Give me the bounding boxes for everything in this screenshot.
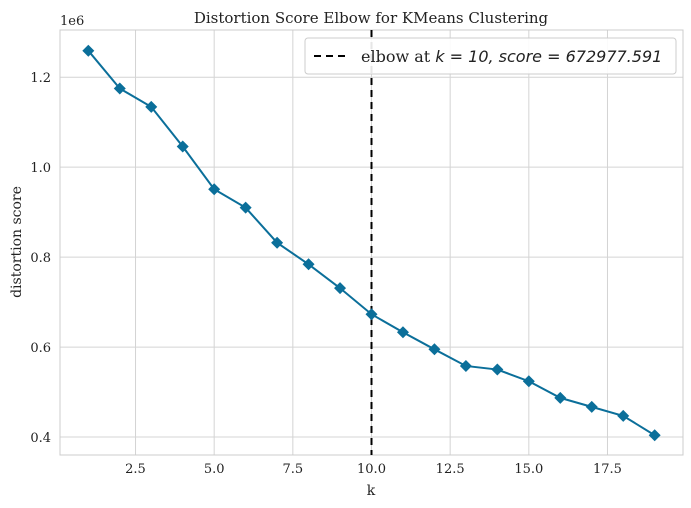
data-point-marker [396,326,409,339]
y-axis-label: distortion score [9,186,25,298]
legend-label: elbow at k = 10, score = 672977.591 [361,47,662,66]
data-point-marker [176,140,189,153]
data-point-marker [334,282,347,295]
data-markers [82,44,661,442]
data-point-marker [617,409,630,422]
data-point-marker [302,258,315,271]
x-axis-label: k [367,483,376,499]
x-tick-label: 7.5 [282,462,303,477]
x-tick-label: 17.5 [593,462,622,477]
legend-label-math: k = 10, score = 672977.591 [435,47,662,66]
data-point-marker [208,183,221,196]
data-point-marker [491,363,504,376]
data-point-marker [145,100,158,113]
x-tick-label: 12.5 [436,462,465,477]
data-point-marker [554,391,567,404]
y-tick-label: 0.4 [30,431,51,446]
y-tick-labels: 0.4 0.6 0.8 1.0 1.2 [30,71,51,446]
legend-label-prefix: elbow at [361,47,435,66]
x-tick-label: 15.0 [514,462,543,477]
data-point-marker [82,44,95,57]
x-tick-labels: 2.5 5.0 7.5 10.0 12.5 15.0 17.5 [125,462,622,477]
legend: elbow at k = 10, score = 672977.591 [304,37,677,75]
x-tick-label: 5.0 [204,462,225,477]
y-tick-label: 1.2 [30,71,51,86]
data-point-marker [239,201,252,214]
y-tick-label: 0.6 [30,341,51,356]
data-point-marker [113,82,126,95]
data-point-marker [365,308,378,321]
data-point-marker [522,375,535,388]
x-tick-label: 10.0 [357,462,386,477]
data-point-marker [428,343,441,356]
chart-title: Distortion Score Elbow for KMeans Cluste… [194,9,549,27]
data-point-marker [648,429,661,442]
data-point-marker [459,359,472,372]
y-offset-label: 1e6 [60,14,84,29]
y-tick-label: 1.0 [30,161,51,176]
legend-box [304,37,677,75]
data-point-marker [585,400,598,413]
x-tick-label: 2.5 [125,462,146,477]
data-point-marker [271,236,284,249]
y-tick-label: 0.8 [30,251,51,266]
